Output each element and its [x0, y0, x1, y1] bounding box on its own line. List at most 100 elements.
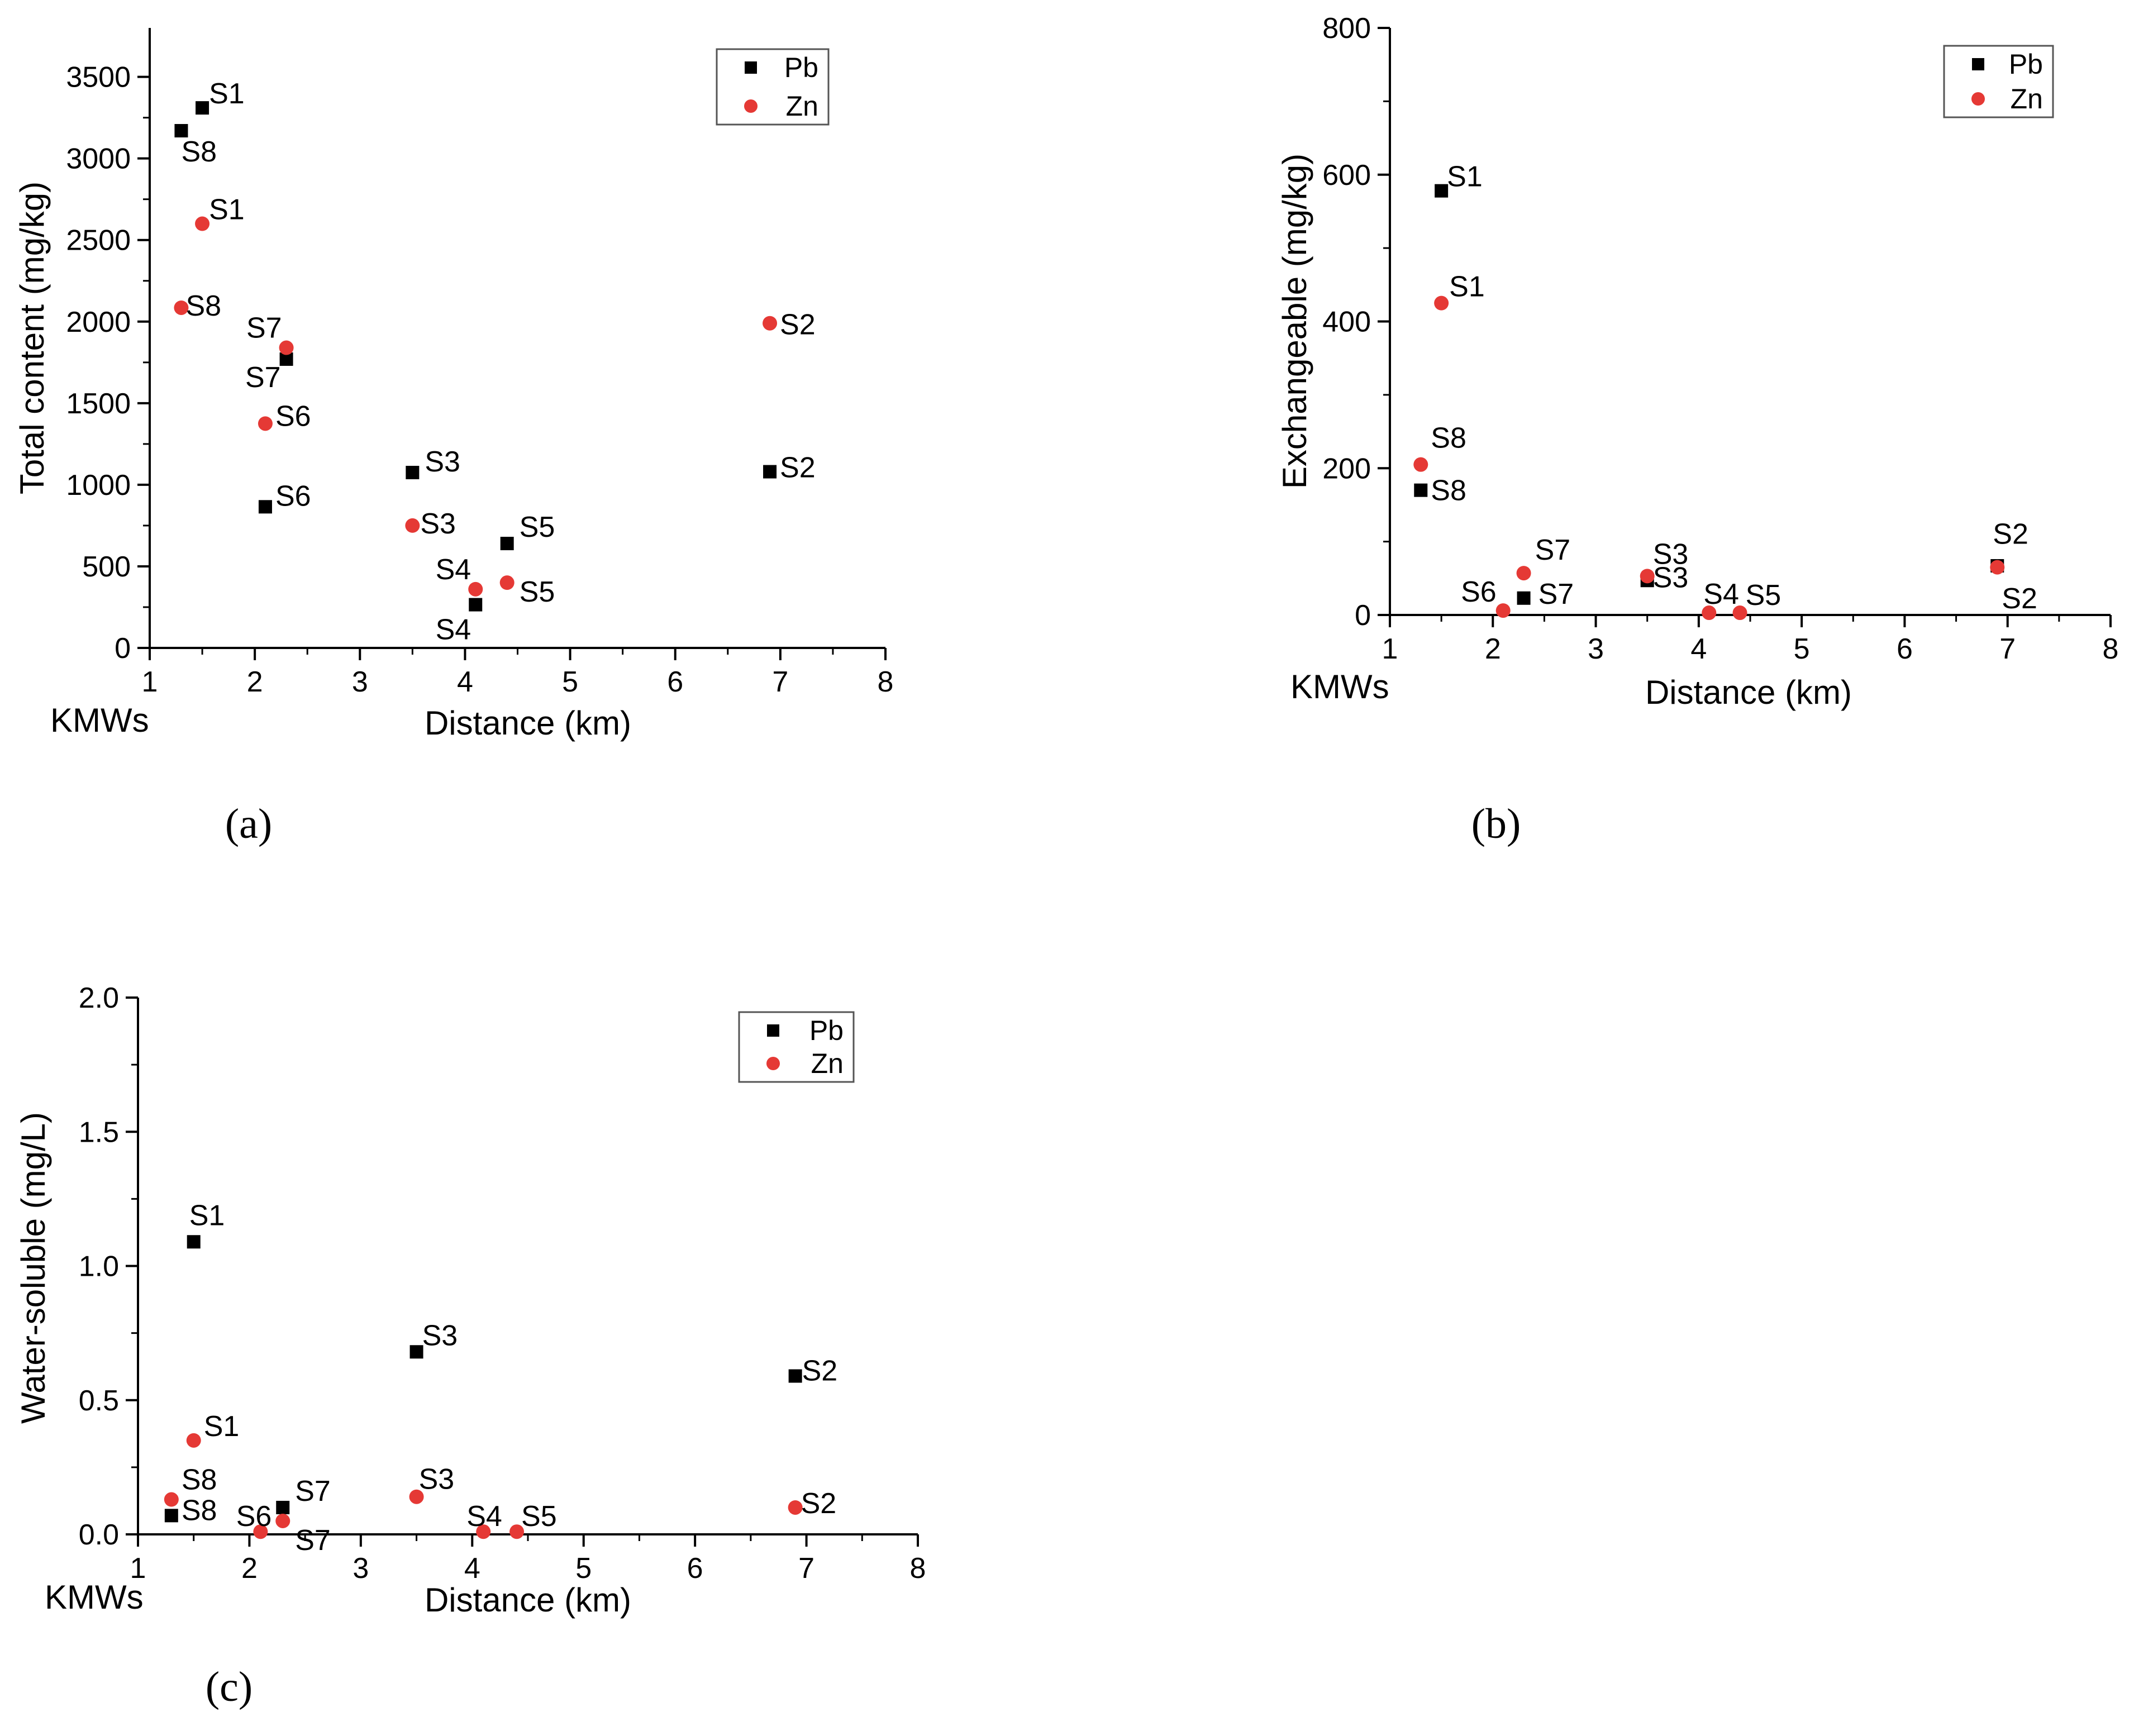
panel-c-legend-label-zn: Zn	[811, 1048, 844, 1079]
panel-a-point-pb-s7	[279, 352, 293, 366]
panel-a-x-tick-label: 1	[142, 666, 158, 698]
panel-b-y-tick-label: 600	[1322, 159, 1371, 192]
panel-a-x-tick-label: 5	[562, 666, 578, 698]
panel-a-point-pb-s3	[406, 465, 420, 479]
panel-b-point-zn-s3	[1640, 569, 1655, 584]
panel-c-point-zn-s3	[409, 1489, 424, 1504]
panel-a-x-tick-label: 8	[878, 666, 894, 698]
panel-b-legend-marker-zn	[1971, 92, 1985, 106]
panel-a-point-label-zn-s4: S4	[436, 554, 471, 586]
panel-b-point-label-zn-s1: S1	[1449, 271, 1485, 303]
panel-b-legend-label-zn: Zn	[2011, 83, 2043, 115]
panel-b-point-label-pb-s3: S3	[1653, 561, 1689, 594]
panel-a-y-tick-label: 2000	[66, 306, 131, 338]
panel-c-x-tick-label: 3	[353, 1552, 369, 1585]
panel-a-point-pb-s2	[763, 465, 777, 479]
panel-a-point-label-pb-s2: S2	[780, 452, 816, 484]
panel-a-point-label-zn-s6: S6	[275, 400, 311, 432]
panel-a-y-tick-label: 3500	[66, 61, 131, 94]
panel-c-x-tick-label: 2	[241, 1552, 258, 1585]
panel-b-point-zn-s7	[1516, 566, 1531, 581]
panel-c-legend-label-pb: Pb	[809, 1015, 844, 1046]
panel-b-x-tick-label: 1	[1382, 633, 1398, 665]
panel-a-point-label-pb-s7: S7	[245, 361, 281, 394]
panel-c-panel-label: (c)	[206, 1663, 253, 1710]
panel-c-legend-marker-zn	[766, 1057, 780, 1070]
panel-c-point-label-pb-s8: S8	[182, 1494, 217, 1527]
panel-a-panel-label: (a)	[225, 800, 272, 847]
panel-c-x-tick-label: 1	[130, 1552, 146, 1585]
panel-a-point-label-pb-s1: S1	[209, 78, 245, 110]
panel-b-panel-label: (b)	[1471, 800, 1521, 847]
panel-b-x-tick-label: 7	[1999, 633, 2016, 665]
panel-c-point-pb-s7	[276, 1500, 290, 1514]
panel-a-point-label-pb-s3: S3	[425, 446, 460, 478]
panel-a-point-label-pb-s5: S5	[520, 511, 555, 543]
panel-b-point-pb-s7	[1517, 591, 1531, 605]
panel-a-point-zn-s2	[763, 316, 778, 331]
panel-a-origin-label: KMWs	[50, 702, 149, 739]
panel-c-legend-marker-pb	[767, 1024, 779, 1037]
panel-b-point-label-pb-s7: S7	[1538, 578, 1574, 611]
panel-c-point-zn-s7	[275, 1513, 290, 1528]
panel-a-y-tick-label: 1500	[66, 388, 131, 420]
panel-c-point-pb-s8	[164, 1509, 178, 1523]
panel-c-point-pb-s2	[788, 1369, 802, 1383]
panel-b-origin-label: KMWs	[1290, 668, 1389, 705]
panel-a-legend-marker-zn	[744, 99, 758, 113]
panel-a-point-label-zn-s8: S8	[185, 290, 221, 322]
panel-a-y-axis-label: Total content (mg/kg)	[13, 182, 51, 494]
panel-b-y-tick-label: 400	[1322, 306, 1371, 338]
panel-b-point-zn-s1	[1434, 295, 1449, 311]
panel-a-y-tick-label: 500	[82, 551, 131, 583]
panel-b-point-pb-s8	[1414, 483, 1428, 497]
panel-c-point-zn-s6	[253, 1524, 268, 1539]
panel-c-x-tick-label: 5	[575, 1552, 592, 1585]
panel-c-x-tick-label: 7	[798, 1552, 814, 1585]
panel-a-point-label-pb-s4: S4	[436, 614, 471, 646]
panel-b-x-tick-label: 8	[2103, 633, 2119, 665]
panel-c-point-label-zn-s5: S5	[521, 1500, 557, 1533]
panel-a-legend-label-zn: Zn	[786, 90, 818, 122]
panel-b-point-label-zn-s6: S6	[1461, 576, 1497, 608]
panel-a-x-tick-label: 3	[352, 666, 368, 698]
panel-c-x-axis-label: Distance (km)	[425, 1581, 631, 1619]
panel-b-point-zn-s6	[1495, 603, 1511, 618]
panel-a-x-tick-label: 2	[247, 666, 263, 698]
panel-b-x-axis-label: Distance (km)	[1645, 674, 1852, 711]
panel-c-point-label-zn-s8: S8	[182, 1464, 217, 1496]
panel-b-x-tick-label: 5	[1794, 633, 1810, 665]
panel-b-legend-label-pb: Pb	[2009, 49, 2043, 80]
panel-a-legend-label-pb: Pb	[784, 52, 818, 83]
panel-b-point-label-pb-s1: S1	[1447, 161, 1483, 193]
panel-a-point-label-zn-s2: S2	[780, 309, 816, 341]
panel-c-point-pb-s1	[187, 1235, 201, 1249]
panel-c-y-tick-label: 1.0	[79, 1251, 119, 1283]
panel-c-x-tick-label: 4	[464, 1552, 480, 1585]
panel-b-point-label-zn-s4: S4	[1703, 578, 1739, 611]
panel-c-x-tick-label: 6	[687, 1552, 703, 1585]
panel-c-point-label-zn-s2: S2	[801, 1487, 837, 1520]
panel-a-point-zn-s4	[468, 581, 483, 597]
panel-c-point-zn-s1	[186, 1433, 201, 1448]
panel-a-point-pb-s6	[258, 500, 272, 514]
panel-b-point-label-zn-s7: S7	[1535, 534, 1571, 566]
panel-a-point-label-pb-s6: S6	[275, 480, 311, 512]
panel-b-y-axis-label: Exchangeable (mg/kg)	[1276, 154, 1313, 489]
panel-a-y-tick-label: 1000	[66, 469, 131, 502]
panel-b-legend-marker-pb	[1972, 58, 1984, 70]
panel-c-x-tick-label: 8	[910, 1552, 926, 1585]
panel-c-y-tick-label: 2.0	[79, 982, 119, 1014]
panel-a-point-zn-s7	[279, 340, 294, 355]
panel-b-point-zn-s8	[1413, 457, 1428, 472]
panel-c-point-label-pb-s1: S1	[189, 1199, 225, 1232]
panel-a-legend-marker-pb	[745, 61, 757, 74]
panel-a-point-label-zn-s3: S3	[420, 508, 456, 540]
panel-c-y-tick-label: 0.0	[79, 1519, 119, 1551]
panel-c-y-tick-label: 0.5	[79, 1385, 119, 1417]
panel-c-point-label-zn-s1: S1	[204, 1410, 240, 1443]
panel-b-y-tick-label: 800	[1322, 12, 1371, 45]
panel-c-point-zn-s4	[476, 1524, 491, 1539]
panel-a-y-tick-label: 0	[115, 632, 131, 665]
